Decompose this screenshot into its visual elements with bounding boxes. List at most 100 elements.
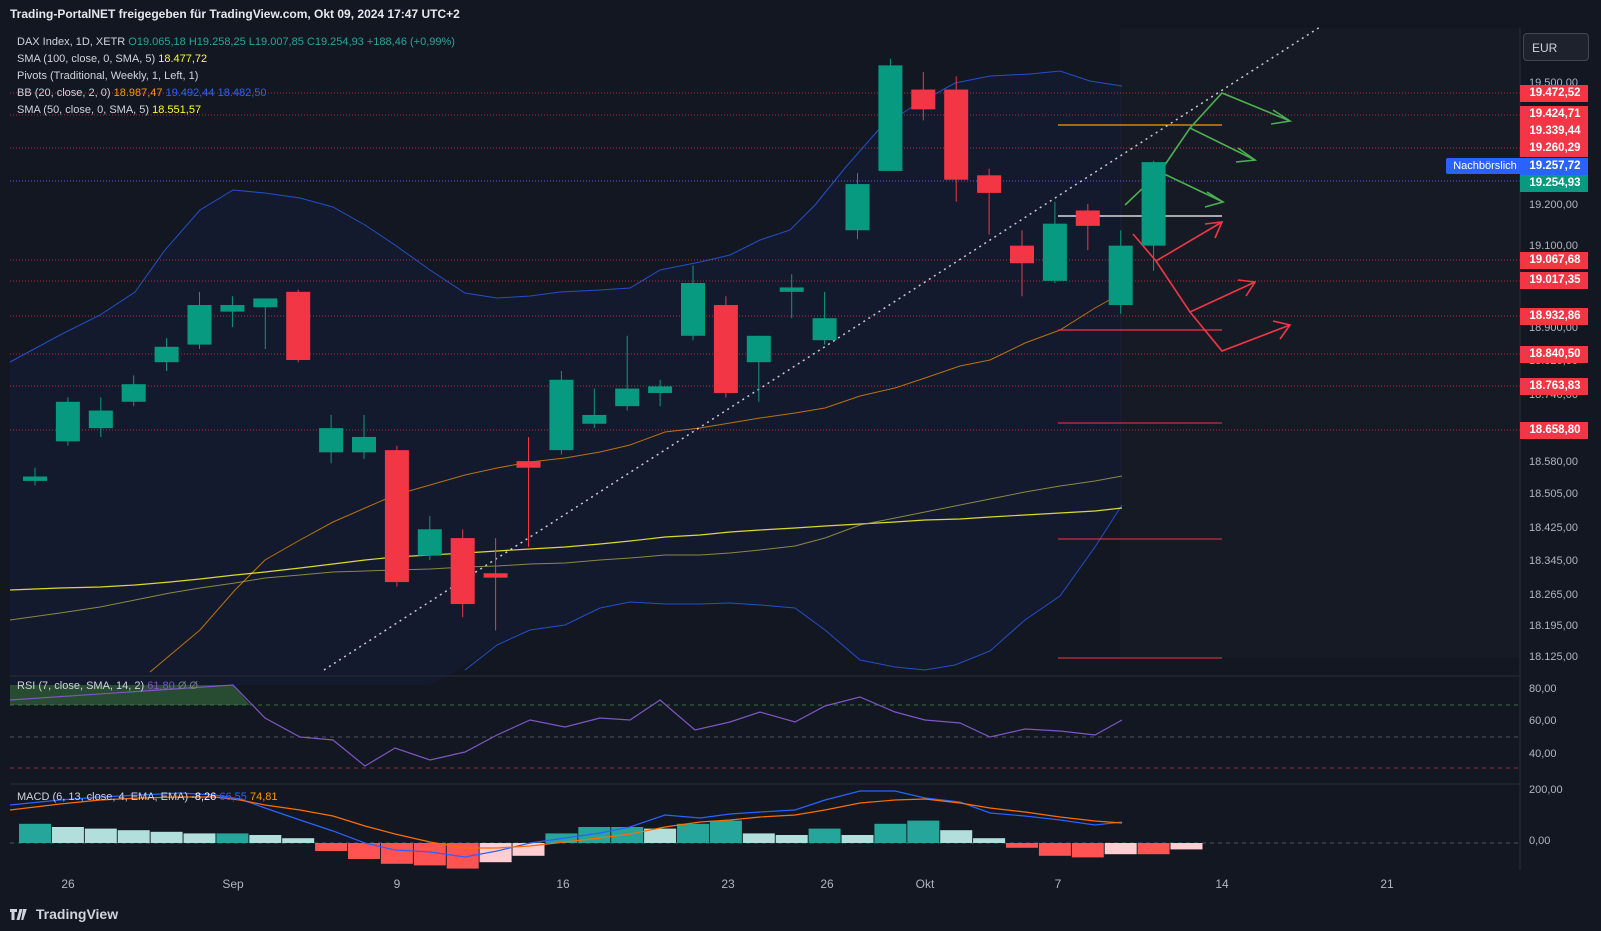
macd-tick: 0,00 [1529,835,1551,847]
macd-hist-bar [51,827,84,843]
candle-bullish[interactable] [417,529,442,556]
tv-logo-text: TradingView [35,906,119,922]
candle-bullish[interactable] [187,305,212,345]
future-area [1120,28,1520,658]
candle-bullish[interactable] [615,388,640,407]
price-tag: 19.339,44 [1520,123,1588,140]
macd-hist-bar [644,828,677,843]
legend-symbol-row[interactable]: DAX Index, 1D, XETR O19.065,18 H19.258,2… [17,34,455,51]
candle-bullish[interactable] [23,476,47,481]
candle-bullish[interactable] [878,65,903,171]
macd-legend[interactable]: MACD (6, 13, close, 4, EMA, EMA) -8,26 6… [17,791,277,803]
price-tag: 18.658,80 [1520,422,1588,439]
ohlc-low: L19.007,85 [248,36,304,48]
price-tick: 18.195,00 [1529,620,1578,632]
time-tick: 16 [556,877,570,891]
candle-bullish[interactable] [1108,245,1133,306]
legend-sma50-row[interactable]: SMA (50, close, 0, SMA, 5) 18.551,57 [17,102,455,119]
candle-bullish[interactable] [352,436,376,453]
price-tick: 18.265,00 [1529,589,1578,601]
time-tick: 21 [1380,877,1394,891]
candle-bullish[interactable] [582,414,607,424]
candle-bullish[interactable] [154,346,179,363]
price-tag: 19.424,71 [1520,106,1588,123]
bb-basis-value: 18.987,47 [113,87,163,99]
candle-bearish[interactable] [911,89,936,110]
macd-hist-bar [907,820,940,843]
bb-lower-value: 18.482,50 [217,87,267,99]
candle-bearish[interactable] [516,461,541,468]
macd-hist-bar [479,843,512,863]
time-tick: 26 [61,877,75,891]
time-tick: Sep [222,877,244,891]
symbol-label: DAX Index, 1D, XETR [17,36,126,48]
pivots-label: Pivots (Traditional, Weekly, 1, Left, 1) [17,70,199,82]
sma100-label: SMA (100, close, 0, SMA, 5) [17,53,156,65]
candle-bullish[interactable] [648,386,673,393]
currency-button[interactable]: EUR [1523,33,1589,61]
macd-hist-bar [348,843,380,859]
candle-bearish[interactable] [384,450,409,583]
time-tick: Okt [915,877,935,891]
macd-hist-bar [183,833,216,843]
candle-bullish[interactable] [253,298,278,308]
legend-pivots-row[interactable]: Pivots (Traditional, Weekly, 1, Left, 1) [17,68,455,85]
candle-bearish[interactable] [286,291,311,360]
macd-hist-bar [1071,843,1104,858]
candle-bullish[interactable] [549,379,574,451]
rsi-legend[interactable]: RSI (7, close, SMA, 14, 2) 61,80 Ø Ø [17,680,198,692]
macd-hist-bar [282,838,315,843]
candle-bearish[interactable] [1010,245,1034,264]
candle-bearish[interactable] [713,305,738,393]
bb-upper-value: 19.492,44 [165,87,215,99]
time-tick: 9 [393,877,401,891]
candle-bullish[interactable] [319,428,344,453]
macd-hist-bar [150,831,183,843]
time-tick: 7 [1054,877,1062,891]
candle-bullish[interactable] [121,384,146,402]
candle-bullish[interactable] [88,410,113,429]
candle-bullish[interactable] [1141,162,1166,246]
price-tag: 19.067,68 [1520,252,1588,269]
tradingview-logo[interactable]: TradingView [10,906,118,922]
chart-header-title: Trading-PortalNET freigegeben für Tradin… [10,7,460,21]
candle-bearish[interactable] [483,573,508,578]
candle-bullish[interactable] [812,318,837,341]
candle-bullish[interactable] [55,401,80,442]
candle-bearish[interactable] [977,175,1002,193]
macd-hist-bar [315,843,348,851]
candle-bearish[interactable] [450,538,475,605]
scenario-arrows-bearish[interactable] [1132,221,1292,352]
macd-hist-bar [117,830,150,843]
candles-group [23,58,1166,631]
time-tick: 26 [820,877,834,891]
candle-bullish[interactable] [779,287,804,292]
sma100-value: 18.477,72 [158,53,208,65]
candle-bullish[interactable] [845,184,870,231]
candle-bearish[interactable] [944,89,969,180]
macd-hist-bar [775,835,808,843]
macd-hist-bar [19,823,51,843]
ohlc-open: O19.065,18 [128,36,186,48]
candle-bullish[interactable] [746,335,771,363]
rsi-extra: Ø Ø [177,680,198,692]
sma50-line [9,475,1123,621]
legend-sma100-row[interactable]: SMA (100, close, 0, SMA, 5) 18.477,72 [17,51,455,68]
candle-bearish[interactable] [1075,210,1100,226]
legend-bb-row[interactable]: BB (20, close, 2, 0) 18.987,47 19.492,44… [17,85,455,102]
candle-bullish[interactable] [1042,223,1067,281]
rsi-line [9,684,1123,767]
macd-hist-bar [709,820,742,843]
macd-signal-line [9,796,1123,849]
sma100-line [9,507,1123,591]
rsi-tick: 60,00 [1529,715,1557,727]
macd-hist-bar [742,833,775,843]
price-tag: 19.254,93 [1520,175,1588,192]
candle-bullish[interactable] [681,283,705,336]
macd-hist-bar [1170,843,1203,850]
macd-hist-bar [1104,843,1137,855]
price-tick: 18.125,00 [1529,651,1578,663]
macd-line [9,790,1123,858]
candle-bullish[interactable] [220,305,245,312]
